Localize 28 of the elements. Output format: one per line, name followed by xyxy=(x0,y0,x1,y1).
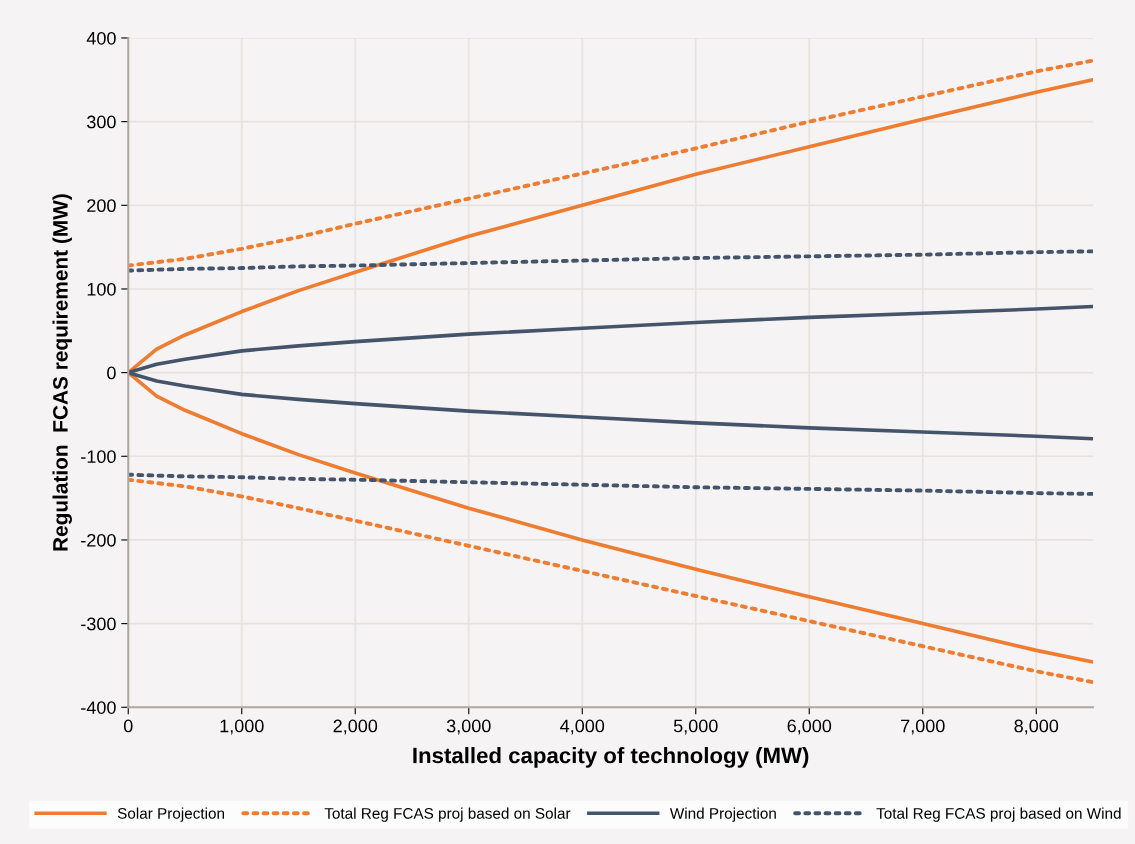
legend-label: Total Reg FCAS proj based on Wind xyxy=(876,807,1121,822)
y-tick-label: 0 xyxy=(107,366,116,380)
line-series xyxy=(128,477,1093,685)
x-tick-label: 4,000 xyxy=(560,719,605,735)
y-tick-label: -100 xyxy=(81,450,116,464)
x-tick-label: 1,000 xyxy=(220,719,264,735)
line-series xyxy=(128,472,1093,496)
line-series xyxy=(128,58,1093,268)
legend-label: Wind Projection xyxy=(669,807,776,822)
x-tick-label: 2,000 xyxy=(333,719,378,735)
x-tick-label: 0 xyxy=(123,719,133,733)
legend-label: Solar Projection xyxy=(117,807,224,822)
x-tick-label: 6,000 xyxy=(787,719,832,735)
x-axis-title: Installed capacity of technology (MW) xyxy=(413,747,809,768)
legend-label: Total Reg FCAS proj based on Solar xyxy=(324,807,571,822)
y-tick-label: 200 xyxy=(87,199,116,213)
y-tick-label: -400 xyxy=(81,701,116,714)
x-tick-label: 8,000 xyxy=(1014,719,1059,735)
y-tick-label: 300 xyxy=(87,115,116,129)
line-series xyxy=(128,249,1093,273)
y-tick-label: -200 xyxy=(81,533,116,547)
y-axis-title: Regulation FCAS requirement (MW) xyxy=(52,194,72,551)
y-tick-label: 100 xyxy=(87,282,116,296)
y-tick-label: -300 xyxy=(81,617,116,631)
x-tick-label: 5,000 xyxy=(673,719,718,735)
y-tick-label: 400 xyxy=(86,31,116,45)
x-tick-label: 7,000 xyxy=(901,719,945,735)
x-tick-label: 3,000 xyxy=(446,719,491,735)
